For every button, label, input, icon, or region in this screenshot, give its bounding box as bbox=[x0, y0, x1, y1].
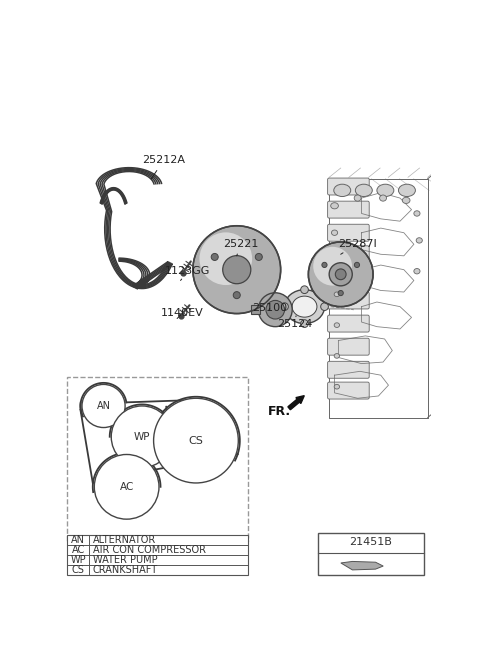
Circle shape bbox=[266, 300, 285, 319]
Text: AIR CON COMPRESSOR: AIR CON COMPRESSOR bbox=[93, 545, 206, 556]
Ellipse shape bbox=[331, 203, 338, 209]
Bar bbox=[67, 377, 248, 541]
Text: 1140EV: 1140EV bbox=[161, 308, 204, 319]
Circle shape bbox=[330, 264, 351, 285]
Text: 1123GG: 1123GG bbox=[165, 266, 211, 281]
FancyBboxPatch shape bbox=[328, 315, 369, 332]
Circle shape bbox=[336, 269, 346, 279]
Circle shape bbox=[281, 303, 288, 310]
Ellipse shape bbox=[380, 195, 386, 201]
Text: CS: CS bbox=[189, 436, 204, 445]
FancyBboxPatch shape bbox=[328, 246, 369, 263]
Text: AC: AC bbox=[120, 482, 134, 492]
Ellipse shape bbox=[416, 237, 422, 243]
Circle shape bbox=[111, 406, 173, 468]
Text: 25100: 25100 bbox=[252, 303, 288, 314]
Circle shape bbox=[300, 286, 308, 293]
Circle shape bbox=[354, 262, 360, 268]
Ellipse shape bbox=[414, 211, 420, 216]
Ellipse shape bbox=[377, 184, 394, 197]
FancyBboxPatch shape bbox=[251, 305, 260, 314]
Ellipse shape bbox=[354, 195, 361, 201]
FancyBboxPatch shape bbox=[328, 292, 369, 309]
Ellipse shape bbox=[285, 290, 324, 323]
Ellipse shape bbox=[414, 268, 420, 274]
Ellipse shape bbox=[402, 197, 410, 203]
Ellipse shape bbox=[334, 292, 339, 297]
Text: AN: AN bbox=[71, 535, 85, 545]
Circle shape bbox=[313, 247, 352, 285]
Ellipse shape bbox=[332, 230, 337, 236]
Circle shape bbox=[329, 263, 352, 286]
Ellipse shape bbox=[398, 184, 415, 197]
Circle shape bbox=[308, 242, 373, 306]
Ellipse shape bbox=[334, 354, 339, 358]
FancyBboxPatch shape bbox=[328, 361, 369, 379]
Text: ALTERNATOR: ALTERNATOR bbox=[93, 535, 156, 545]
FancyBboxPatch shape bbox=[328, 269, 369, 286]
Ellipse shape bbox=[334, 261, 339, 266]
Text: CRANKSHAFT: CRANKSHAFT bbox=[93, 565, 158, 575]
Circle shape bbox=[322, 262, 327, 268]
Circle shape bbox=[94, 455, 159, 519]
FancyBboxPatch shape bbox=[328, 201, 369, 218]
Text: 25212A: 25212A bbox=[142, 155, 185, 179]
Ellipse shape bbox=[334, 184, 351, 197]
Text: 25124: 25124 bbox=[277, 316, 312, 329]
Text: AN: AN bbox=[96, 401, 110, 411]
Text: CS: CS bbox=[72, 565, 84, 575]
Text: 25287I: 25287I bbox=[338, 239, 377, 255]
Ellipse shape bbox=[334, 323, 339, 327]
Circle shape bbox=[211, 253, 218, 260]
Text: WP: WP bbox=[71, 556, 86, 565]
FancyArrow shape bbox=[288, 396, 304, 410]
Circle shape bbox=[255, 253, 262, 260]
Circle shape bbox=[200, 232, 252, 285]
Ellipse shape bbox=[334, 384, 339, 389]
Circle shape bbox=[223, 256, 251, 284]
FancyBboxPatch shape bbox=[328, 178, 369, 195]
Ellipse shape bbox=[355, 184, 372, 197]
FancyBboxPatch shape bbox=[328, 338, 369, 355]
Circle shape bbox=[154, 398, 238, 483]
Text: AC: AC bbox=[72, 545, 85, 556]
Circle shape bbox=[321, 303, 328, 310]
Text: FR.: FR. bbox=[267, 405, 291, 418]
Text: 21451B: 21451B bbox=[349, 537, 392, 547]
Bar bbox=[67, 535, 248, 575]
Text: 25221: 25221 bbox=[223, 239, 258, 256]
Ellipse shape bbox=[292, 296, 317, 317]
Text: WP: WP bbox=[134, 432, 150, 441]
Text: WATER PUMP: WATER PUMP bbox=[93, 556, 157, 565]
Circle shape bbox=[338, 291, 343, 296]
Circle shape bbox=[300, 319, 308, 327]
Circle shape bbox=[193, 226, 281, 314]
Circle shape bbox=[82, 384, 125, 428]
Bar bbox=[318, 533, 424, 575]
FancyBboxPatch shape bbox=[328, 382, 369, 399]
FancyBboxPatch shape bbox=[328, 224, 369, 241]
Circle shape bbox=[233, 292, 240, 298]
Polygon shape bbox=[341, 562, 383, 570]
Circle shape bbox=[258, 293, 292, 327]
